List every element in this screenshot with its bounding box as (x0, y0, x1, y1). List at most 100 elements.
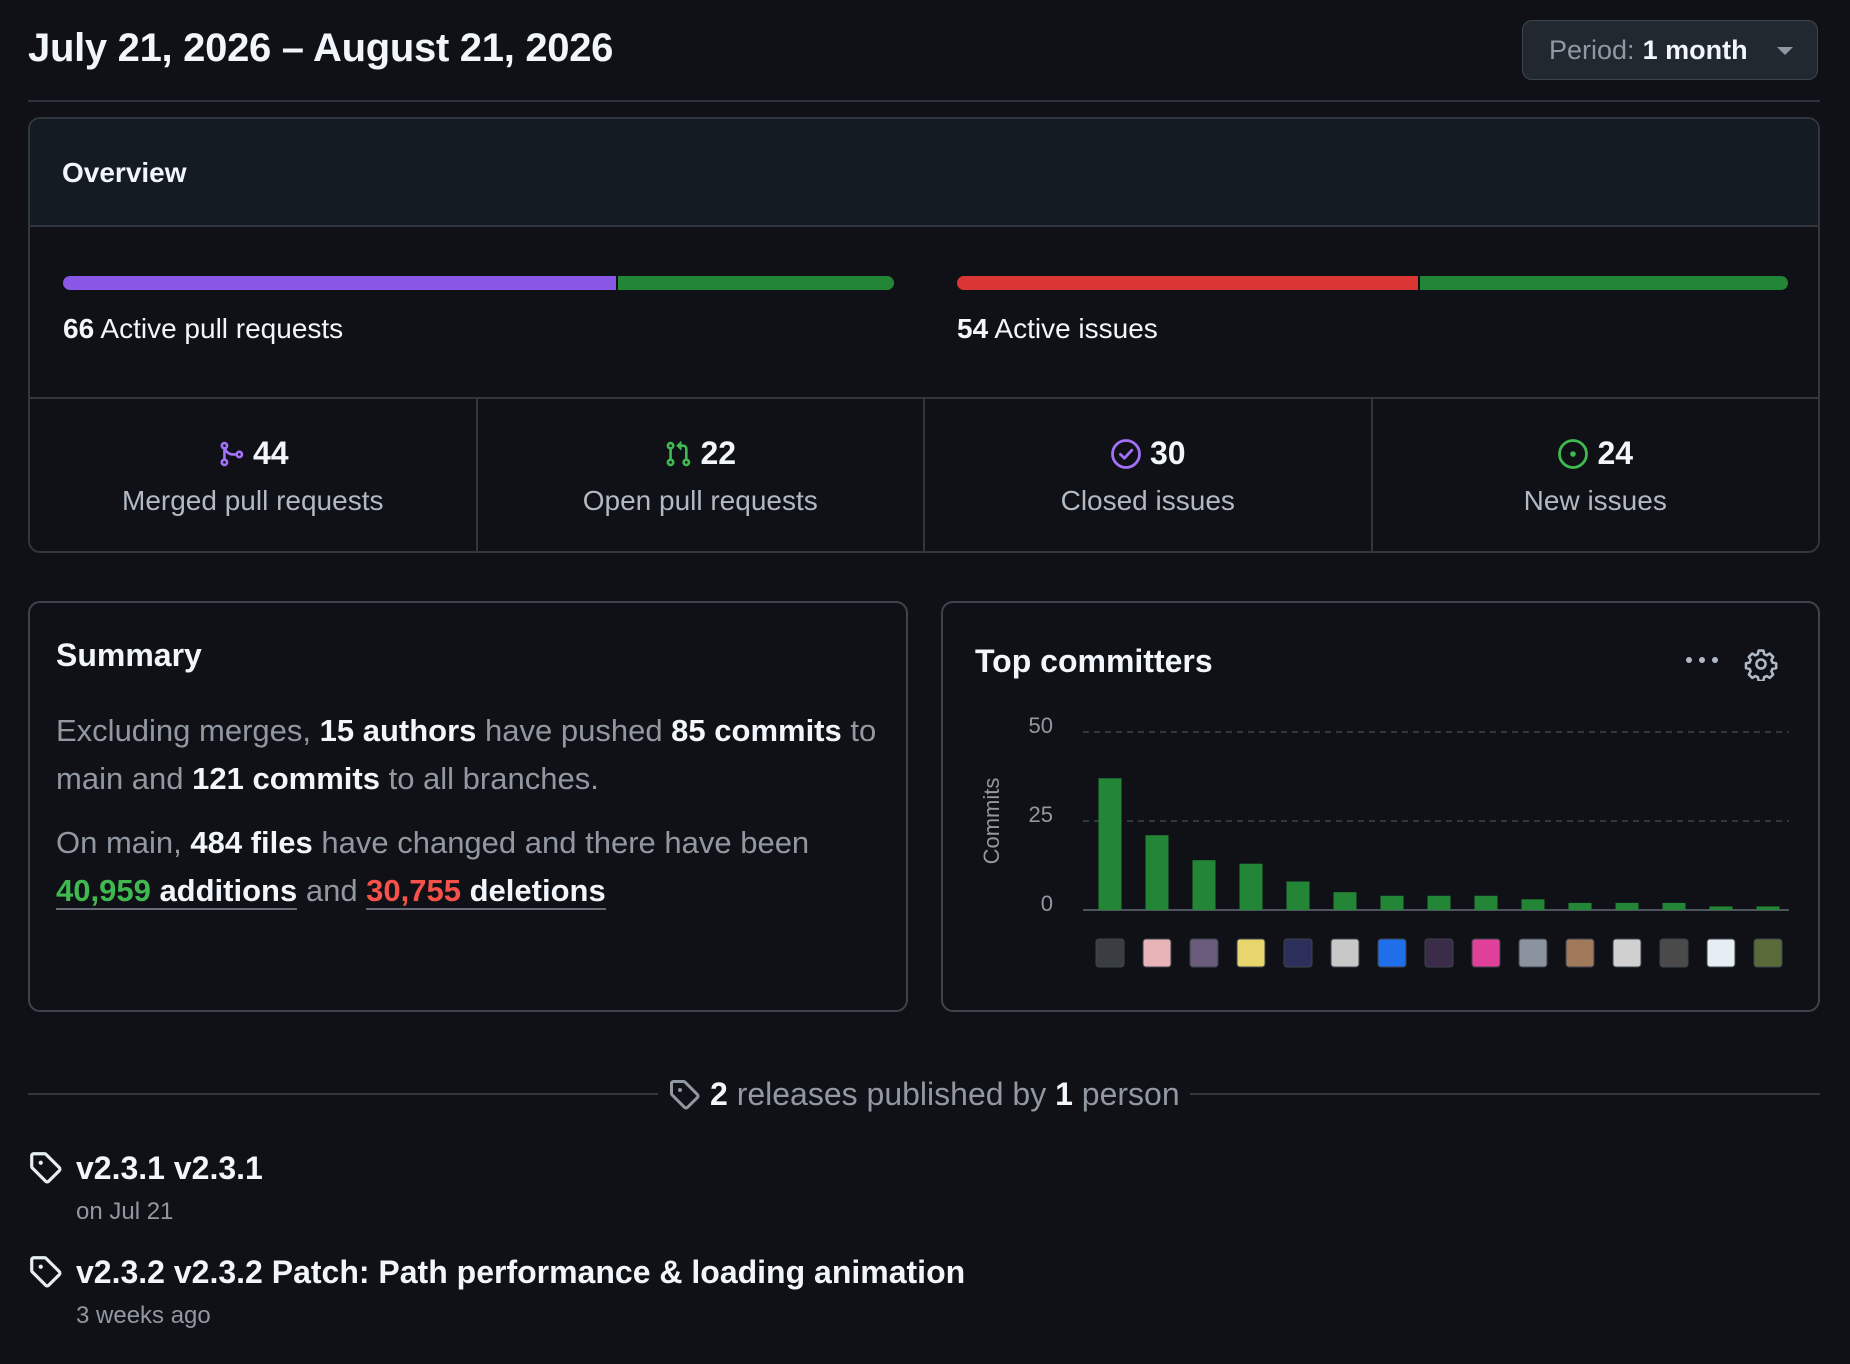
issues-bar (957, 276, 1788, 290)
stat-new-issues[interactable]: 24 New issues (1373, 399, 1819, 551)
additions-label: additions (150, 873, 298, 908)
deletions-count: 30,755 (366, 873, 461, 908)
top-committers-title: Top committers (975, 643, 1213, 679)
stat-closed-issues[interactable]: 30 Closed issues (925, 399, 1373, 551)
deletions-link[interactable]: 30,755 deletions (366, 873, 606, 910)
all-branches-commits-count: 121 commits (192, 761, 380, 796)
issue-closed-icon (1111, 438, 1141, 469)
top-committers-card: Top committers Commits 50 25 0 (941, 601, 1820, 1012)
divider (1190, 1093, 1820, 1095)
merged-segment (63, 276, 616, 290)
overview-box: Overview 66 Active pull requests 54 Acti… (28, 117, 1820, 553)
committer-avatar[interactable] (1236, 938, 1266, 968)
pull-requests-bar (63, 276, 894, 290)
divider (28, 100, 1820, 102)
new-segment (1417, 276, 1788, 290)
committer-avatar[interactable] (1565, 938, 1595, 968)
overview-title: Overview (62, 157, 187, 188)
summary-text: Excluding merges, 15 authors have pushed… (56, 707, 896, 931)
overview-stats: 44 Merged pull requests 22 Open pull req… (30, 397, 1819, 551)
committer-avatar[interactable] (1283, 938, 1313, 968)
summary-changes-paragraph: On main, 484 files have changed and ther… (56, 819, 896, 915)
files-changed-count: 484 files (190, 825, 313, 860)
summary-text-fragment: and (297, 873, 367, 908)
main-commits-count: 85 commits (671, 713, 842, 748)
y-tick-label: 0 (1041, 891, 1053, 916)
merged-count: 44 (252, 435, 289, 471)
commit-bar[interactable] (1568, 902, 1592, 910)
additions-count: 40,959 (56, 873, 151, 908)
commit-bar[interactable] (1239, 863, 1263, 910)
stat-merged-pull-requests[interactable]: 44 Merged pull requests (30, 399, 478, 551)
tag-icon (670, 1080, 700, 1110)
committer-avatar[interactable] (1612, 938, 1642, 968)
merge-icon (220, 441, 244, 466)
commit-bar[interactable] (1474, 895, 1498, 910)
release-date: on Jul 21 (76, 1198, 174, 1225)
summary-text-fragment: to main and (56, 713, 877, 796)
period-label: Period: (1549, 34, 1635, 65)
commit-bar[interactable] (1521, 899, 1545, 910)
committer-avatar[interactable] (1518, 938, 1548, 968)
releases-summary-fragment: releases published by (727, 1075, 1056, 1112)
summary-text-fragment: to all branches. (379, 761, 599, 796)
active-issues-link[interactable]: 54 Active issues (957, 313, 1158, 345)
closed-label: Closed issues (1060, 485, 1235, 516)
gear-icon[interactable] (1744, 647, 1778, 681)
commit-bar[interactable] (1756, 906, 1780, 910)
tag-icon (30, 1256, 62, 1288)
pull-request-icon (667, 440, 691, 466)
open-label: Open pull requests (582, 485, 818, 516)
release-link[interactable]: v2.3.2 v2.3.2 Patch: Path performance & … (76, 1254, 966, 1290)
releases-summary-text: 2 releases published by 1 person (710, 1076, 1180, 1113)
new-count: 24 (1597, 435, 1634, 471)
commit-bar[interactable] (1333, 892, 1357, 910)
kebab-horizontal-icon[interactable] (1686, 657, 1718, 663)
closed-count: 30 (1149, 435, 1186, 471)
commit-bar[interactable] (1145, 835, 1169, 910)
summary-text-fragment: Excluding merges, (56, 713, 320, 748)
stat-open-pull-requests[interactable]: 22 Open pull requests (478, 399, 925, 551)
summary-text-fragment: have changed and there have been (312, 825, 810, 860)
active-pull-requests-link[interactable]: 66 Active pull requests (63, 313, 343, 345)
new-label: New issues (1523, 485, 1667, 516)
committer-avatar[interactable] (1142, 938, 1172, 968)
period-select-button[interactable]: Period: 1 month (1522, 20, 1818, 80)
tag-icon (30, 1152, 62, 1184)
committer-avatar[interactable] (1189, 938, 1219, 968)
committer-avatar[interactable] (1095, 938, 1125, 968)
commit-bar[interactable] (1098, 778, 1122, 910)
commit-bar[interactable] (1286, 881, 1310, 910)
triangle-down-icon (1777, 47, 1793, 55)
additions-link[interactable]: 40,959 additions (56, 873, 298, 910)
committer-avatar[interactable] (1377, 938, 1407, 968)
committer-avatar[interactable] (1706, 938, 1736, 968)
y-tick-label: 50 (1029, 713, 1053, 738)
committer-avatar[interactable] (1471, 938, 1501, 968)
committer-avatar[interactable] (1659, 938, 1689, 968)
y-tick-label: 25 (1029, 802, 1053, 827)
commit-bar[interactable] (1615, 902, 1639, 910)
committer-avatar[interactable] (1424, 938, 1454, 968)
summary-text-fragment: have pushed (476, 713, 672, 748)
release-link[interactable]: v2.3.1 v2.3.1 (76, 1150, 263, 1186)
deletions-label: deletions (461, 873, 606, 908)
open-count: 22 (700, 435, 737, 471)
commit-bar[interactable] (1192, 860, 1216, 910)
active-pull-requests-label: Active pull requests (100, 313, 344, 344)
commit-bar[interactable] (1709, 906, 1733, 910)
issue-opened-icon (1558, 438, 1589, 469)
committer-avatar[interactable] (1753, 938, 1783, 968)
releases-count: 2 (710, 1075, 728, 1112)
commit-bar[interactable] (1380, 895, 1404, 910)
releases-summary: 2 releases published by 1 person (668, 1066, 1180, 1122)
commit-bar[interactable] (1662, 902, 1686, 910)
closed-segment (957, 276, 1418, 290)
date-range-title: July 21, 2026 – August 21, 2026 (28, 26, 614, 70)
period-value: 1 month (1642, 34, 1748, 65)
commit-bar[interactable] (1427, 895, 1451, 910)
active-pull-requests-count: 66 (63, 313, 95, 344)
divider (28, 1093, 658, 1095)
committer-avatar[interactable] (1330, 938, 1360, 968)
